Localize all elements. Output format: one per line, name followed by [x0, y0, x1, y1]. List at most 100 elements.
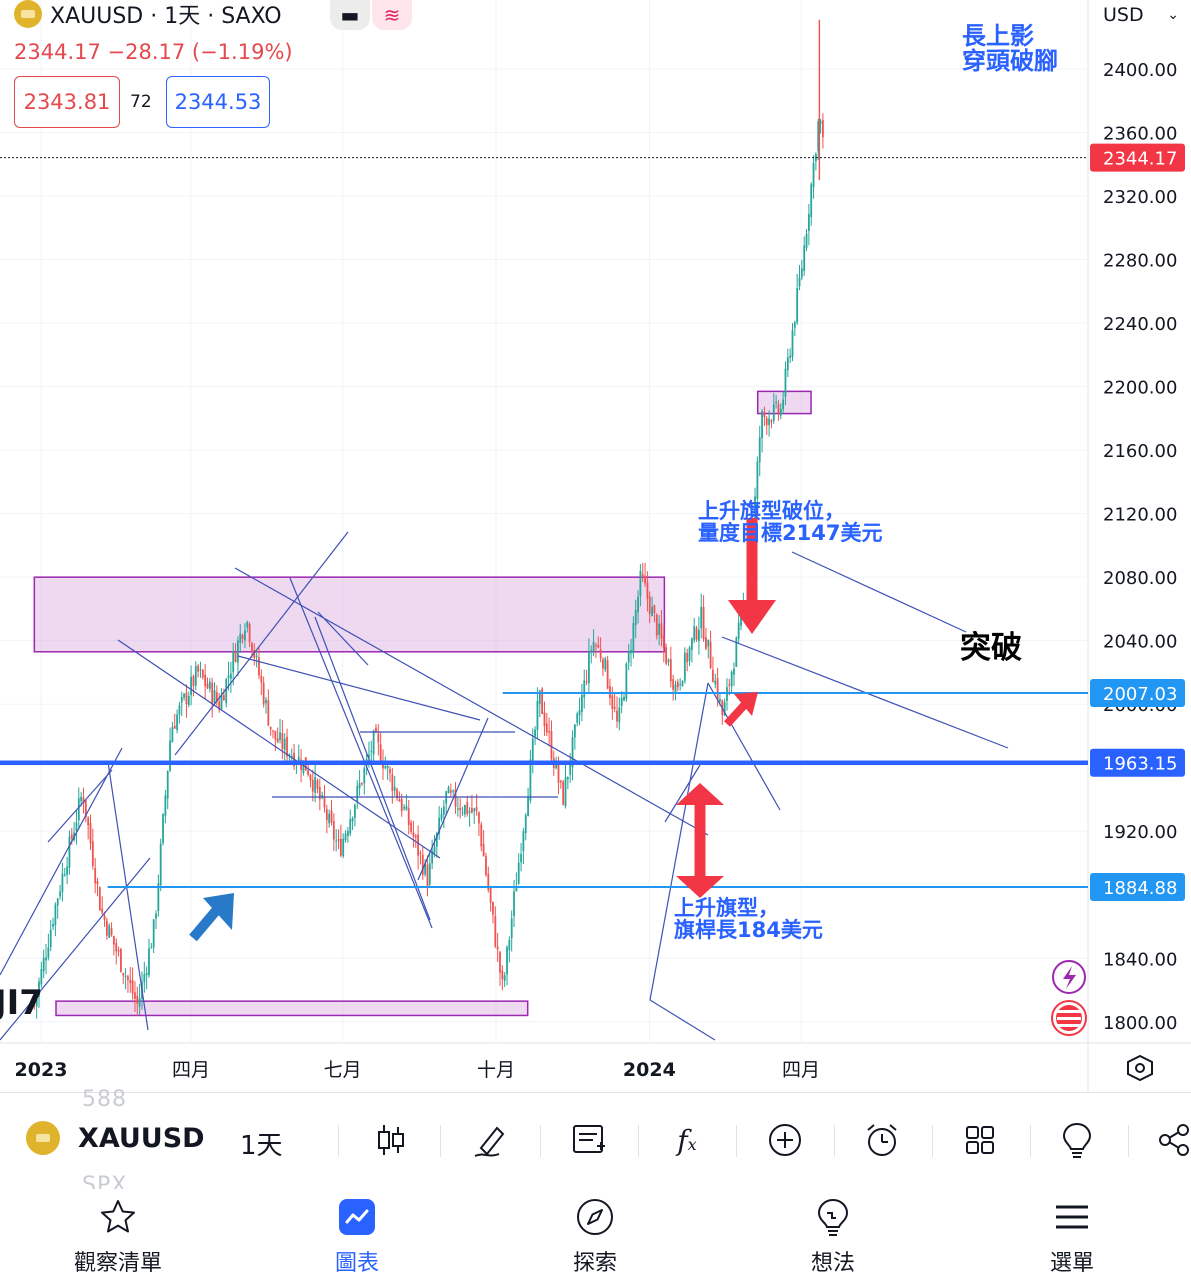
candle-body	[524, 815, 527, 833]
candle-body	[428, 863, 431, 885]
candle-body	[330, 810, 333, 823]
candle-body	[625, 663, 628, 700]
candle-body	[89, 822, 92, 844]
candle-body	[644, 575, 646, 584]
menu-icon	[1052, 1197, 1092, 1237]
candle-body	[489, 887, 492, 903]
price-label-text: 2344.17	[1103, 149, 1177, 170]
candle-body	[471, 807, 473, 813]
buy-price-button[interactable]: 2344.53	[166, 76, 270, 128]
chart-area[interactable]: 長上影 穿頭破腳 上升旗型破位， 量度目標2147美元 突破 上升旗型， 旗桿長184美元 J…	[0, 0, 1191, 1092]
candle-body	[461, 812, 464, 814]
candle-body	[94, 868, 97, 884]
candle-body	[344, 833, 347, 841]
nav-chart[interactable]: 圖表	[297, 1197, 417, 1277]
trendline	[117, 639, 441, 859]
candle-body	[431, 850, 434, 864]
candle-body	[391, 774, 394, 791]
candle-body	[148, 948, 150, 976]
candle-body	[178, 705, 181, 715]
bottom-nav: 觀察清單 圖表 探索 想法 選單	[0, 1189, 1191, 1280]
candle-body	[237, 640, 239, 663]
candle-body	[686, 652, 689, 663]
candle-body	[800, 268, 803, 278]
candle-body	[337, 839, 340, 841]
nav-explore[interactable]: 探索	[535, 1197, 655, 1277]
collapse-button[interactable]: ▬	[330, 0, 370, 30]
toolbar-symbol[interactable]: XAUUSD	[26, 1121, 205, 1155]
candle-body	[782, 399, 785, 410]
interval-selector[interactable]: 1天	[240, 1131, 283, 1161]
ideas-icon	[813, 1197, 853, 1237]
trendline	[314, 616, 431, 921]
symbol-header[interactable]: XAUUSD · 1天 · SAXO	[14, 0, 282, 29]
y-tick-label: 2360.00	[1103, 124, 1177, 145]
candle-body	[225, 679, 228, 704]
candle-body	[129, 979, 132, 984]
candle-body	[281, 732, 284, 750]
add-icon[interactable]	[760, 1115, 810, 1165]
candle-body	[784, 368, 787, 397]
candle-body	[61, 873, 64, 893]
candle-body	[637, 596, 639, 613]
layout-icon[interactable]	[955, 1115, 1005, 1165]
candle-body	[309, 775, 312, 781]
candle-body	[676, 681, 679, 688]
trendline	[234, 567, 709, 836]
candle-body	[171, 727, 174, 743]
trendline	[791, 551, 967, 633]
candle-body	[487, 873, 490, 890]
candle-body	[234, 652, 237, 662]
candle-body	[768, 418, 770, 426]
candle-body	[255, 655, 258, 657]
wave-button[interactable]: ≋	[372, 0, 412, 30]
candle-body	[496, 946, 499, 950]
candle-body	[578, 710, 581, 716]
currency-selector[interactable]: USD ⌄	[1097, 0, 1185, 30]
candle-body	[120, 949, 122, 972]
candle-body	[213, 690, 216, 703]
note-icon[interactable]	[564, 1115, 614, 1165]
candle-body	[634, 609, 637, 626]
candle-body	[262, 682, 265, 705]
trendline	[417, 717, 489, 881]
candle-body	[482, 843, 485, 857]
candle-body	[414, 835, 417, 838]
candle-body	[398, 799, 401, 802]
candle-body	[59, 891, 61, 897]
blue-arrow-head	[203, 893, 234, 930]
annotation-text: 旗桿長184美元	[674, 918, 823, 942]
price-zone	[55, 1000, 529, 1017]
candle-body	[311, 780, 314, 792]
candle-body	[40, 968, 43, 985]
candle-body	[697, 629, 700, 641]
candle-body	[789, 355, 792, 358]
nav-watchlist[interactable]: 觀察清單	[58, 1197, 178, 1277]
candle-body	[442, 806, 445, 815]
candles-icon[interactable]	[366, 1115, 416, 1165]
candle-body	[520, 854, 522, 863]
candle-body	[735, 637, 738, 667]
candle-body	[192, 676, 195, 687]
nav-ideas[interactable]: 想法	[773, 1197, 893, 1277]
candle-body	[241, 635, 244, 639]
y-tick-label: 2240.00	[1103, 314, 1177, 335]
sell-price-button[interactable]: 2343.81	[14, 76, 120, 128]
candle-body	[211, 682, 214, 704]
candle-body	[105, 920, 108, 936]
candle-body	[38, 981, 40, 997]
nav-menu[interactable]: 選單	[1012, 1197, 1132, 1277]
price-zone	[33, 576, 666, 653]
draw-icon[interactable]	[466, 1115, 516, 1165]
candle-body	[410, 822, 412, 832]
annotation-text: 長上影	[962, 22, 1034, 50]
ideas-bulb-icon[interactable]	[1052, 1115, 1102, 1165]
toolbar-divider	[540, 1125, 541, 1157]
indicators-icon[interactable]: fx	[677, 1123, 697, 1157]
alert-icon[interactable]	[857, 1115, 907, 1165]
candle-body	[616, 710, 618, 722]
candle-body	[260, 675, 263, 683]
candle-body	[307, 770, 310, 775]
share-icon[interactable]	[1150, 1115, 1191, 1165]
